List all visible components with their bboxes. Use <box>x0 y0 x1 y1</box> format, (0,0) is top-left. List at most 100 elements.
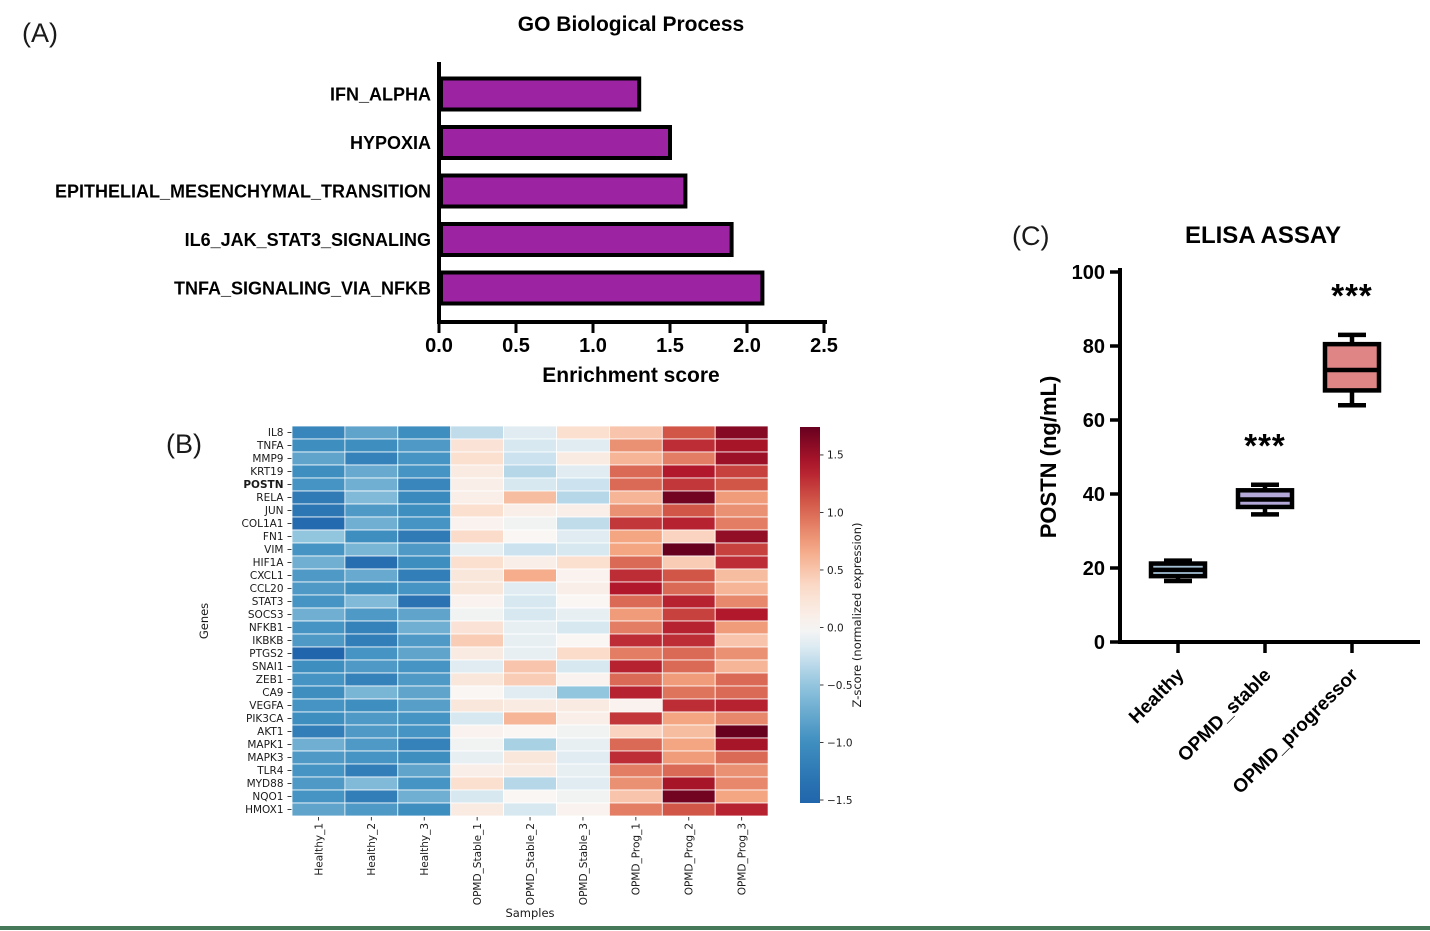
hm-cell <box>397 802 452 817</box>
hm-cell <box>397 620 452 635</box>
hm-cell <box>450 802 505 817</box>
hm-gene-label: MYD88 <box>247 778 284 790</box>
hm-cell <box>291 776 346 791</box>
hm-cell <box>609 802 663 817</box>
hm-cell <box>397 646 452 661</box>
hm-cell <box>503 425 557 440</box>
hm-cell <box>503 646 557 661</box>
colorbar-tick-label: −1.0 <box>827 737 853 749</box>
hm-cell <box>397 529 452 544</box>
hm-cell <box>344 750 399 765</box>
hm-cell <box>450 594 505 609</box>
hm-sample-label: OPMD_Stable_1 <box>472 823 484 905</box>
colorbar-tick-label: 1.5 <box>827 450 844 462</box>
hm-cell <box>397 633 452 648</box>
hm-cell <box>714 711 769 726</box>
hm-cell <box>556 776 610 791</box>
hm-cell <box>609 685 663 700</box>
go-category-label: IFN_ALPHA <box>330 85 431 105</box>
hm-cell <box>450 620 505 635</box>
go-category-label: TNFA_SIGNALING_VIA_NFKB <box>174 279 431 299</box>
hm-cell <box>450 555 505 570</box>
hm-cell <box>714 620 769 635</box>
hm-cell <box>661 438 716 453</box>
hm-cell <box>344 451 399 466</box>
hm-cell <box>450 529 505 544</box>
hm-cell <box>291 737 346 752</box>
elisa-group-label: Healthy <box>1125 664 1189 728</box>
hm-cell <box>714 594 769 609</box>
hm-cell <box>609 568 663 583</box>
go-x-tick-label: 2.0 <box>733 335 761 357</box>
hm-cell <box>661 594 716 609</box>
hm-cell <box>503 438 557 453</box>
hm-cell <box>397 438 452 453</box>
hm-cell <box>714 776 769 791</box>
hm-cell <box>609 776 663 791</box>
hm-cell <box>291 555 346 570</box>
hm-cell <box>661 724 716 739</box>
hm-cell <box>556 763 610 778</box>
hm-cell <box>609 763 663 778</box>
hm-cell <box>503 620 557 635</box>
hm-cell <box>714 568 769 583</box>
hm-gene-label: VEGFA <box>249 700 284 712</box>
hm-cell <box>397 490 452 505</box>
hm-cell <box>609 438 663 453</box>
hm-cell <box>714 763 769 778</box>
hm-cell <box>291 490 346 505</box>
hm-cell <box>344 789 399 804</box>
hm-cell <box>291 659 346 674</box>
hm-cell <box>344 607 399 622</box>
hm-cell <box>503 581 557 596</box>
hm-cell <box>291 464 346 479</box>
hm-sample-label: Healthy_1 <box>313 823 325 876</box>
hm-cell <box>450 776 505 791</box>
hm-cell <box>503 633 557 648</box>
hm-gene-label: COL1A1 <box>242 518 284 530</box>
hm-cell <box>291 698 346 713</box>
hm-cell <box>609 698 663 713</box>
hm-cell <box>291 789 346 804</box>
hm-cell <box>556 594 610 609</box>
hm-cell <box>556 620 610 635</box>
hm-cell <box>661 711 716 726</box>
colorbar-tick-label: −1.5 <box>827 795 853 807</box>
hm-cell <box>291 529 346 544</box>
panel-c-title: ELISA ASSAY <box>1185 222 1341 249</box>
hm-cell <box>450 711 505 726</box>
hm-cell <box>397 464 452 479</box>
hm-cell <box>344 737 399 752</box>
hm-gene-label: JUN <box>264 505 284 517</box>
hm-cell <box>450 737 505 752</box>
go-category-label: HYPOXIA <box>350 133 431 153</box>
hm-cell <box>609 581 663 596</box>
hm-cell <box>344 490 399 505</box>
hm-cell <box>450 425 505 440</box>
elisa-boxplot: 020406080100HealthyOPMD_stable***OPMD_pr… <box>1072 262 1420 798</box>
hm-cell <box>450 542 505 557</box>
hm-cell <box>503 776 557 791</box>
hm-cell <box>344 646 399 661</box>
elisa-y-tick-label: 20 <box>1083 558 1105 580</box>
go-x-tick-label: 2.5 <box>810 335 838 357</box>
hm-cell <box>714 789 769 804</box>
hm-cell <box>556 516 610 531</box>
hm-cell <box>503 698 557 713</box>
hm-gene-label: SNAI1 <box>252 661 283 673</box>
hm-cell <box>609 451 663 466</box>
hm-cell <box>714 490 769 505</box>
hm-cell <box>450 568 505 583</box>
hm-cell <box>609 789 663 804</box>
hm-cell <box>344 724 399 739</box>
hm-cell <box>556 711 610 726</box>
hm-cell <box>609 425 663 440</box>
hm-cell <box>450 516 505 531</box>
hm-cell <box>609 464 663 479</box>
hm-cell <box>397 672 452 687</box>
hm-gene-label: SOCS3 <box>248 609 284 621</box>
hm-cell <box>344 698 399 713</box>
hm-cell <box>397 542 452 557</box>
heatmap-ylabel: Genes <box>197 603 211 639</box>
